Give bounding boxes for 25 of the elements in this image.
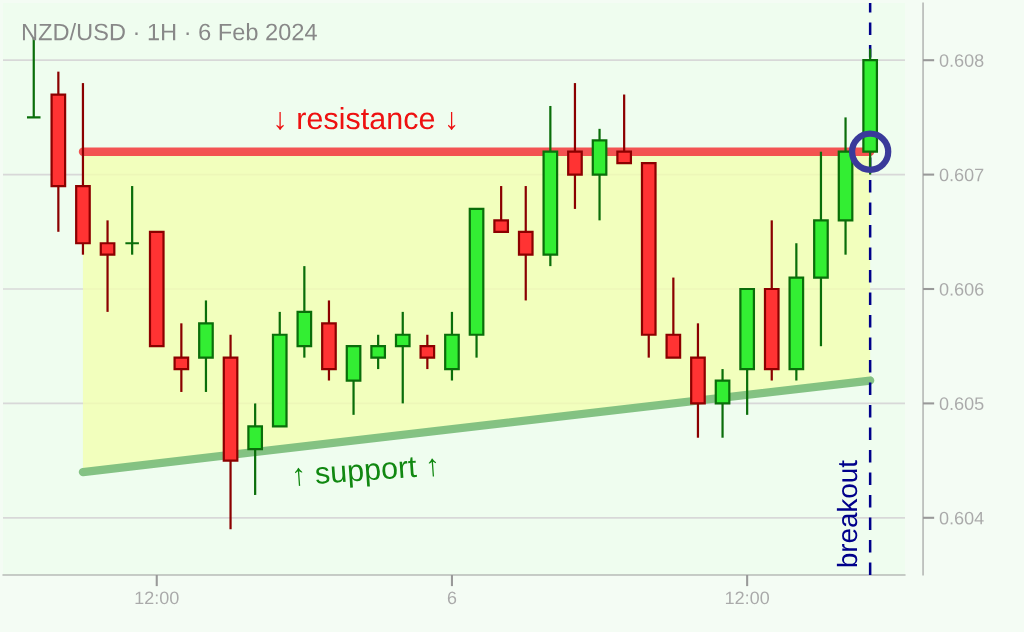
candlestick [247, 402, 264, 497]
x-tick-label: 6 [447, 591, 457, 605]
candlestick [567, 81, 583, 211]
candlestick [370, 333, 387, 371]
candlestick [665, 276, 682, 359]
annotation: ↓ resistance ↓ [276, 106, 456, 130]
x-tick-label: 12:00 [135, 591, 179, 605]
candlestick [394, 310, 411, 405]
candlestick [714, 367, 731, 439]
candlestick [616, 93, 633, 165]
candlestick [173, 322, 190, 394]
y-tick-label: 0.605 [939, 397, 984, 411]
candlestick [493, 184, 510, 233]
candlestick [517, 184, 534, 302]
y-tick-label: 0.604 [939, 511, 984, 525]
y-tick-label: 0.608 [939, 54, 984, 67]
annotation: ↑ support ↑ [294, 455, 438, 492]
x-tick-label: 12:00 [725, 591, 770, 605]
candlestick [124, 184, 141, 256]
ref-line-label: breakout [836, 460, 858, 567]
candlestick [419, 333, 436, 371]
y-tick-label: 0.606 [939, 282, 984, 296]
text: NZD/USD · 1H · 6 Feb 2024 [22, 23, 317, 41]
y-tick-label: 0.607 [939, 168, 984, 182]
candlestick [99, 219, 116, 313]
